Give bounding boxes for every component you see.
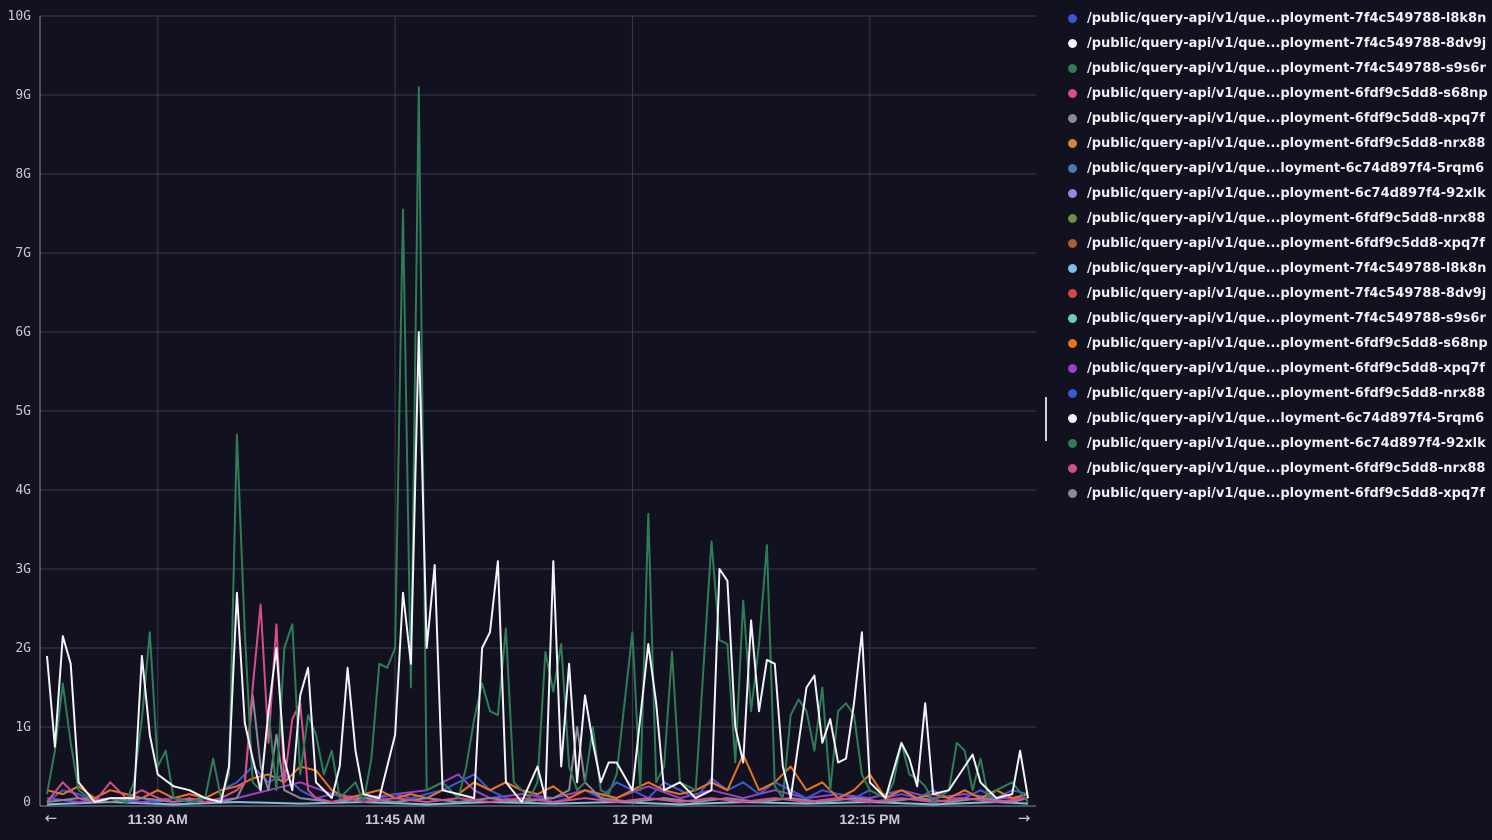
legend-label: /public/query-api/v1/que...ployment-6fdf… <box>1087 211 1486 226</box>
legend-swatch-icon <box>1068 14 1077 23</box>
x-tick-label: 11:45 AM <box>365 811 425 827</box>
legend-label: /public/query-api/v1/que...ployment-7f4c… <box>1087 11 1487 26</box>
legend-item[interactable]: /public/query-api/v1/que...loyment-6c74d… <box>1062 406 1485 431</box>
y-tick-label: 9G <box>15 88 31 103</box>
y-axis-ticks: 0 1G 2G 3G 4G 5G 6G 7G 8G 9G 10G <box>8 9 32 810</box>
legend-item[interactable]: /public/query-api/v1/que...ployment-6c74… <box>1062 431 1486 456</box>
legend-item[interactable]: /public/query-api/v1/que...ployment-6fdf… <box>1062 456 1486 481</box>
legend-swatch-icon <box>1068 189 1077 198</box>
legend-swatch-icon <box>1068 239 1077 248</box>
legend-swatch-icon <box>1068 264 1077 273</box>
scroll-left-button[interactable]: ← <box>45 809 58 827</box>
legend-swatch-icon <box>1068 89 1077 98</box>
legend-item[interactable]: /public/query-api/v1/que...ployment-6fdf… <box>1062 356 1485 381</box>
legend-item[interactable]: /public/query-api/v1/que...ployment-6fdf… <box>1062 481 1485 506</box>
y-tick-label: 3G <box>15 562 31 577</box>
legend-label: /public/query-api/v1/que...loyment-6c74d… <box>1087 411 1485 426</box>
legend-label: /public/query-api/v1/que...ployment-6fdf… <box>1087 86 1488 101</box>
x-tick-label: 12:15 PM <box>839 811 900 827</box>
y-tick-label: 2G <box>15 641 31 656</box>
legend-swatch-icon <box>1068 114 1077 123</box>
y-tick-label: 1G <box>15 720 31 735</box>
chart-axes <box>39 16 1036 807</box>
chart-grid <box>40 15 1036 806</box>
chart-series <box>46 86 1029 806</box>
legend-label: /public/query-api/v1/que...ployment-6fdf… <box>1087 111 1485 126</box>
y-tick-label: 6G <box>15 325 31 340</box>
legend-item[interactable]: /public/query-api/v1/que...ployment-7f4c… <box>1062 6 1486 31</box>
legend-item[interactable]: /public/query-api/v1/que...ployment-7f4c… <box>1062 306 1486 331</box>
x-axis-ticks: 11:30 AM 11:45 AM 12 PM 12:15 PM <box>128 811 900 827</box>
legend-item[interactable]: /public/query-api/v1/que...ployment-6fdf… <box>1062 106 1485 131</box>
x-tick-label: 11:30 AM <box>128 811 188 827</box>
legend-label: /public/query-api/v1/que...ployment-6fdf… <box>1087 486 1485 501</box>
legend-swatch-icon <box>1068 364 1077 373</box>
legend-label: /public/query-api/v1/que...ployment-6fdf… <box>1087 361 1485 376</box>
legend-swatch-icon <box>1068 289 1077 298</box>
legend-swatch-icon <box>1068 489 1077 498</box>
legend-item[interactable]: /public/query-api/v1/que...ployment-6fdf… <box>1062 206 1486 231</box>
legend-label: /public/query-api/v1/que...ployment-7f4c… <box>1087 261 1487 276</box>
series-line[interactable] <box>46 603 1029 803</box>
legend-item[interactable]: /public/query-api/v1/que...ployment-6fdf… <box>1062 381 1486 406</box>
x-tick-label: 12 PM <box>612 811 652 827</box>
y-tick-label: 4G <box>15 483 31 498</box>
legend-swatch-icon <box>1068 39 1077 48</box>
legend-label: /public/query-api/v1/que...ployment-6fdf… <box>1087 386 1486 401</box>
chart-legend: /public/query-api/v1/que...ployment-7f4c… <box>1062 6 1488 506</box>
legend-item[interactable]: /public/query-api/v1/que...loyment-6c74d… <box>1062 156 1485 181</box>
series-line[interactable] <box>46 331 1029 803</box>
legend-label: /public/query-api/v1/que...ployment-7f4c… <box>1087 61 1486 76</box>
legend-swatch-icon <box>1068 439 1077 448</box>
legend-label: /public/query-api/v1/que...loyment-6c74d… <box>1087 161 1485 176</box>
legend-swatch-icon <box>1068 64 1077 73</box>
legend-swatch-icon <box>1068 464 1077 473</box>
legend-label: /public/query-api/v1/que...ployment-6fdf… <box>1087 461 1486 476</box>
legend-resize-handle[interactable] <box>1045 397 1047 441</box>
legend-item[interactable]: /public/query-api/v1/que...ployment-6c74… <box>1062 181 1486 206</box>
legend-swatch-icon <box>1068 214 1077 223</box>
legend-item[interactable]: /public/query-api/v1/que...ployment-7f4c… <box>1062 256 1486 281</box>
y-tick-label: 7G <box>15 246 31 261</box>
y-tick-label: 5G <box>15 404 31 419</box>
series-line[interactable] <box>46 86 1029 803</box>
legend-swatch-icon <box>1068 314 1077 323</box>
legend-item[interactable]: /public/query-api/v1/que...ployment-7f4c… <box>1062 31 1486 56</box>
legend-item[interactable]: /public/query-api/v1/que...ployment-7f4c… <box>1062 56 1486 81</box>
legend-label: /public/query-api/v1/que...ployment-6fdf… <box>1087 136 1486 151</box>
series-line[interactable] <box>46 694 1029 803</box>
legend-swatch-icon <box>1068 139 1077 148</box>
y-tick-label: 0 <box>23 795 31 810</box>
legend-label: /public/query-api/v1/que...ployment-6fdf… <box>1087 236 1485 251</box>
legend-label: /public/query-api/v1/que...ployment-6fdf… <box>1087 336 1488 351</box>
legend-item[interactable]: /public/query-api/v1/que...ployment-7f4c… <box>1062 281 1486 306</box>
legend-label: /public/query-api/v1/que...ployment-7f4c… <box>1087 311 1486 326</box>
y-tick-label: 10G <box>8 9 32 24</box>
legend-swatch-icon <box>1068 164 1077 173</box>
y-tick-label: 8G <box>15 167 31 182</box>
legend-label: /public/query-api/v1/que...ployment-7f4c… <box>1087 286 1487 301</box>
legend-label: /public/query-api/v1/que...ployment-6c74… <box>1087 186 1486 201</box>
legend-item[interactable]: /public/query-api/v1/que...ployment-6fdf… <box>1062 231 1485 256</box>
legend-item[interactable]: /public/query-api/v1/que...ployment-6fdf… <box>1062 331 1488 356</box>
legend-label: /public/query-api/v1/que...ployment-7f4c… <box>1087 36 1487 51</box>
legend-swatch-icon <box>1068 414 1077 423</box>
legend-item[interactable]: /public/query-api/v1/que...ployment-6fdf… <box>1062 131 1486 156</box>
scroll-right-button[interactable]: → <box>1018 809 1031 827</box>
legend-label: /public/query-api/v1/que...ployment-6c74… <box>1087 436 1486 451</box>
legend-item[interactable]: /public/query-api/v1/que...ployment-6fdf… <box>1062 81 1488 106</box>
series-line[interactable] <box>46 801 1029 806</box>
legend-swatch-icon <box>1068 339 1077 348</box>
legend-swatch-icon <box>1068 389 1077 398</box>
